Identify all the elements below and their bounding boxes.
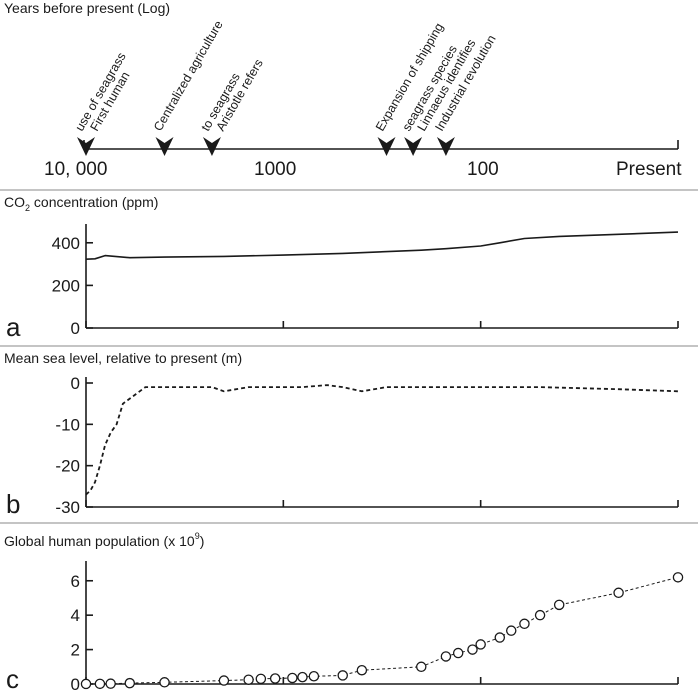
data-point [160,678,169,687]
data-point [244,675,253,684]
data-point [555,600,564,609]
data-point [338,671,347,680]
panel-c-population: Global human population (x 109) c 0 2 4 6 [4,531,683,694]
panel-a-co2: CO2 concentration (ppm) a 0 200 400 [4,194,678,342]
y-tick-label: -20 [55,457,80,476]
data-point [468,645,477,654]
data-point [535,611,544,620]
y-tick-label: 400 [52,234,80,253]
panel-b-letter: b [6,489,20,519]
event-arrow [437,137,455,156]
event-arrow [156,137,174,156]
data-point [357,666,366,675]
data-point [288,673,297,682]
panel-c-letter: c [6,664,19,694]
data-point [417,662,426,671]
y-tick-label: 2 [71,641,80,660]
data-point [441,652,450,661]
data-point [507,626,516,635]
panel-b-title: Mean sea level, relative to present (m) [4,350,242,366]
panel-a-title: CO2 concentration (ppm) [4,194,158,213]
timeline-tick-label-present: Present [616,159,682,180]
y-tick-label: 200 [52,276,80,295]
data-point [95,679,104,688]
data-point [81,679,90,688]
y-tick-label: 0 [71,374,80,393]
y-tick-label: -10 [55,415,80,434]
event-arrow [404,137,422,156]
data-point [271,674,280,683]
data-point [106,679,115,688]
data-point [495,633,504,642]
event-arrow [203,137,221,156]
timeline-tick-label-10000: 10, 000 [44,159,107,180]
timeline: Years before present (Log) 10, 000 1000 … [4,0,682,180]
timeline-tick-label-100: 100 [467,159,499,180]
y-tick-label: 6 [71,572,80,591]
panel-a-letter: a [6,312,21,342]
data-point [614,588,623,597]
event-arrow [77,137,95,156]
data-point [256,674,265,683]
timeline-event: Centralized agriculture [151,18,226,156]
y-tick-label: 0 [71,319,80,338]
panel-c-title: Global human population (x 109) [4,531,204,549]
data-point [125,679,134,688]
series-line [86,385,678,495]
data-point [298,673,307,682]
series-line [86,577,678,684]
panel-b-sea-level: Mean sea level, relative to present (m) … [4,350,678,519]
timeline-tick-label-1000: 1000 [254,159,296,180]
y-tick-label: 4 [71,606,80,625]
data-point [520,619,529,628]
data-point [219,676,228,685]
event-arrow [378,137,396,156]
data-point [454,648,463,657]
timeline-title: Years before present (Log) [4,0,170,16]
data-point [673,573,682,582]
y-tick-label: 0 [71,675,80,694]
data-point [309,672,318,681]
data-point [476,640,485,649]
y-tick-label: -30 [55,498,80,517]
series-line [86,232,678,259]
